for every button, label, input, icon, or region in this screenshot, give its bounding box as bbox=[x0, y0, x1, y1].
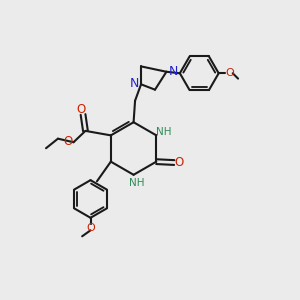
Text: N: N bbox=[169, 65, 178, 78]
Text: NH: NH bbox=[156, 128, 172, 137]
Text: NH: NH bbox=[129, 178, 144, 188]
Text: O: O bbox=[175, 156, 184, 169]
Text: O: O bbox=[225, 68, 234, 78]
Text: O: O bbox=[64, 135, 73, 148]
Text: O: O bbox=[76, 103, 85, 116]
Text: O: O bbox=[87, 223, 95, 232]
Text: N: N bbox=[130, 77, 139, 90]
